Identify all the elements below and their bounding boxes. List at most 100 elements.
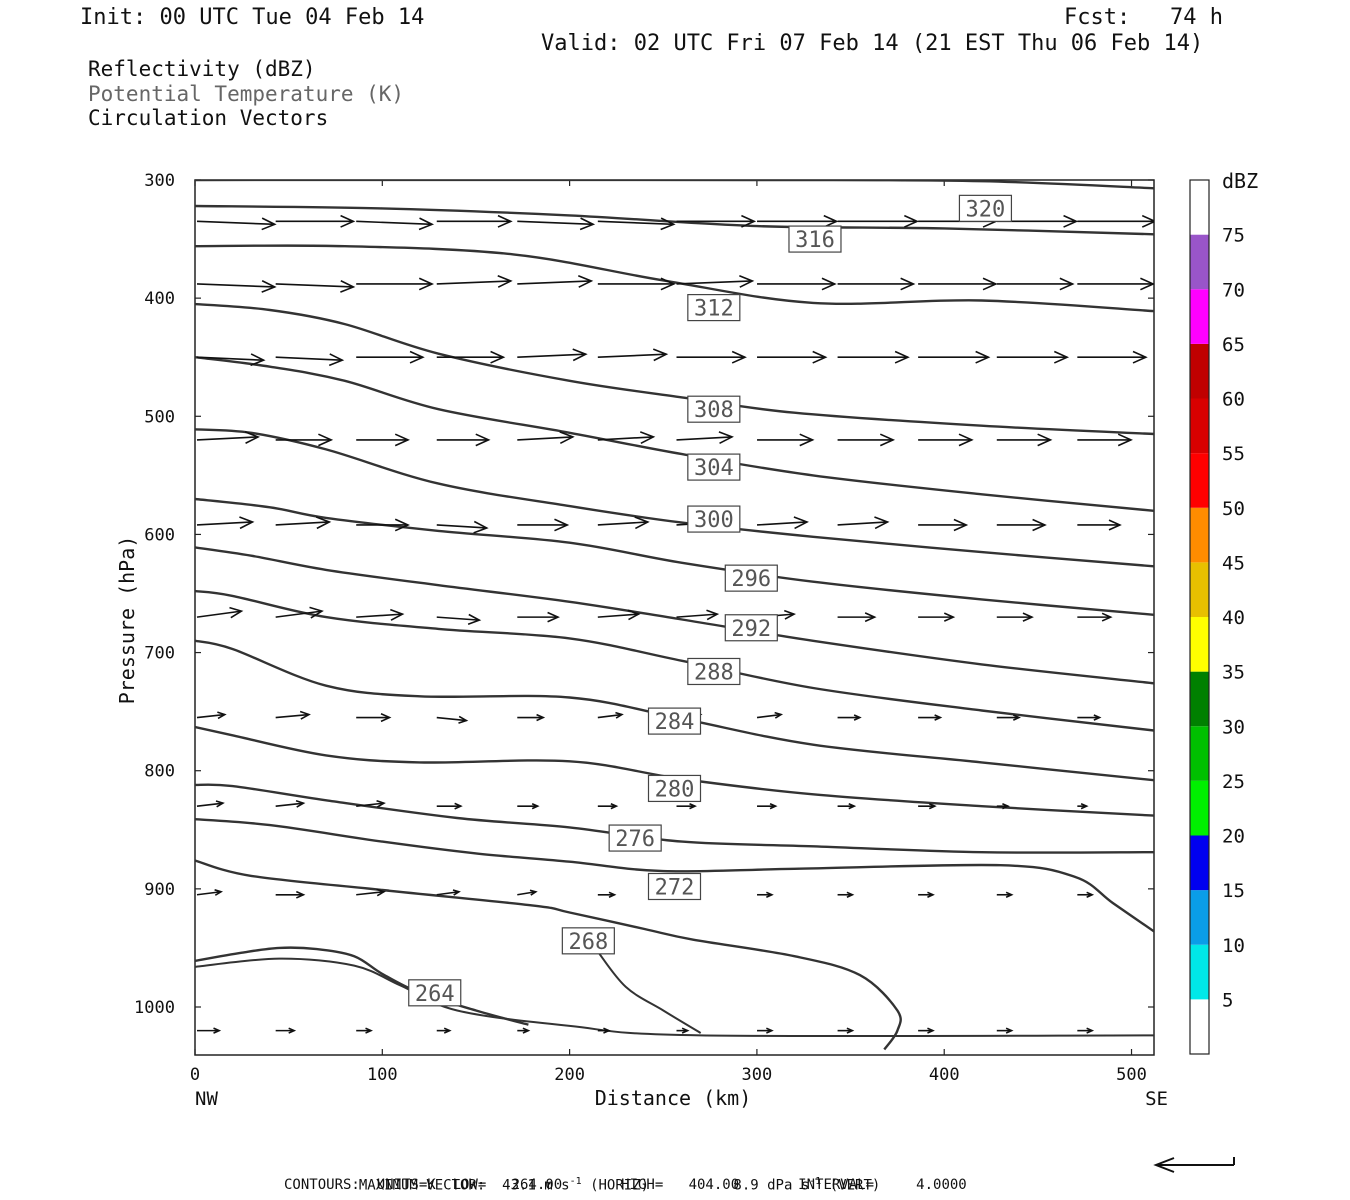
isentrope-272 xyxy=(195,818,1154,933)
circulation-vector xyxy=(996,433,1053,447)
circulation-vector xyxy=(996,612,1034,622)
circulation-vector xyxy=(356,800,386,808)
circulation-vector xyxy=(517,611,560,623)
colorbar-label: 55 xyxy=(1222,443,1245,465)
svg-text:316: 316 xyxy=(795,228,835,253)
colorbar-bin xyxy=(1190,343,1209,399)
colorbar-bin xyxy=(1190,726,1209,781)
circulation-vector xyxy=(918,350,991,364)
contour-label-288: 288 xyxy=(687,657,741,685)
colorbar-label: 75 xyxy=(1222,225,1245,247)
colorbar-bin xyxy=(1190,944,1209,1000)
colorbar-label: 25 xyxy=(1222,771,1245,793)
circulation-vector xyxy=(436,433,491,447)
circulation-vector xyxy=(1077,350,1148,364)
circulation-vector xyxy=(757,277,837,291)
circulation-vector xyxy=(676,275,755,288)
circulation-vector xyxy=(356,518,410,532)
vector-layer xyxy=(196,214,1154,1034)
colorbar-bin xyxy=(1190,453,1209,508)
circulation-vector xyxy=(837,214,920,228)
colorbar-label: 65 xyxy=(1222,334,1245,356)
circulation-vector xyxy=(275,280,356,293)
max-horiz-unit-exponent: -1 xyxy=(569,1176,582,1187)
svg-text:300: 300 xyxy=(694,508,734,533)
isentrope-312 xyxy=(195,244,1154,313)
circulation-vector xyxy=(196,217,277,231)
circulation-vector xyxy=(918,433,974,447)
circulation-vector xyxy=(517,217,596,231)
contour-label-316: 316 xyxy=(788,225,842,253)
contour-label-308: 308 xyxy=(687,395,741,423)
y-tick-label: 600 xyxy=(144,525,175,545)
circulation-vector xyxy=(837,802,857,810)
circulation-vector xyxy=(436,350,506,364)
circulation-vector xyxy=(275,214,356,228)
circulation-vector xyxy=(436,1027,452,1034)
circulation-vector xyxy=(196,431,261,444)
svg-text:304: 304 xyxy=(694,456,734,481)
circulation-vector xyxy=(837,350,910,364)
circulation-vector xyxy=(436,613,482,625)
contour-label-284: 284 xyxy=(647,707,702,735)
circulation-vector xyxy=(676,431,734,445)
circulation-vector xyxy=(517,431,575,445)
circulation-vector xyxy=(436,275,513,288)
circulation-vector xyxy=(996,1027,1014,1034)
max-vector-text: MAXIMUM VECTOR: 43.1 m s-1 (HORIZ) 8.9 d… xyxy=(342,1158,880,1194)
colorbar: 5 10 15 20 25 30 35 40 45 50 55 60 65 70 75 xyxy=(1189,179,1245,1055)
circulation-vector xyxy=(597,609,641,621)
circulation-vector xyxy=(676,214,757,228)
circulation-vector xyxy=(436,802,463,810)
circulation-vector xyxy=(756,516,809,530)
circulation-vector xyxy=(1077,433,1133,447)
colorbar-title: dBZ xyxy=(1222,169,1258,193)
svg-text:320: 320 xyxy=(966,197,1006,222)
isentrope-288 xyxy=(195,589,1154,732)
x-tick-label: 0 xyxy=(190,1065,200,1085)
circulation-vector xyxy=(196,889,223,896)
circulation-vector xyxy=(918,518,969,532)
circulation-vector xyxy=(757,802,778,810)
contour-label-276: 276 xyxy=(608,824,662,852)
svg-text:268: 268 xyxy=(568,930,608,955)
x-end-label-se: SE xyxy=(1145,1088,1168,1110)
circulation-vector xyxy=(757,891,774,898)
y-tick-label: 900 xyxy=(144,880,175,900)
circulation-vector xyxy=(275,1027,297,1034)
circulation-vector xyxy=(517,518,570,532)
circulation-vector xyxy=(757,1027,774,1034)
circulation-vector xyxy=(837,1027,855,1034)
forecast-hour: Fcst: 74 h xyxy=(1064,5,1223,30)
colorbar-bin xyxy=(1190,180,1209,235)
boundary-line xyxy=(596,950,702,1034)
x-tick-label: 400 xyxy=(929,1065,960,1085)
colorbar-bin xyxy=(1190,562,1209,617)
circulation-vector xyxy=(436,889,461,896)
circulation-vector xyxy=(275,710,311,720)
circulation-vector xyxy=(918,714,943,721)
circulation-vector xyxy=(1077,612,1113,622)
colorbar-label: 10 xyxy=(1222,935,1245,957)
isentrope-264 xyxy=(195,946,529,1026)
colorbar-bin xyxy=(1190,999,1209,1054)
circulation-vector xyxy=(356,888,386,897)
max-vert-value: 8.9 dPa s xyxy=(733,1177,810,1194)
circulation-vector xyxy=(837,714,862,721)
circulation-vector xyxy=(436,214,513,228)
circulation-vector xyxy=(1077,214,1154,228)
colorbar-label: 20 xyxy=(1222,826,1245,848)
contour-label-300: 300 xyxy=(687,505,741,533)
x-tick-label: 200 xyxy=(554,1065,585,1085)
circulation-vector xyxy=(837,516,890,530)
x-tick-label: 100 xyxy=(367,1065,398,1085)
circulation-vector xyxy=(597,711,624,719)
circulation-vector xyxy=(597,516,650,530)
circulation-vector xyxy=(275,890,306,899)
circulation-vector xyxy=(597,1027,611,1034)
colorbar-bin xyxy=(1190,671,1209,727)
circulation-vector xyxy=(517,348,588,362)
circulation-vector xyxy=(356,433,410,447)
y-tick-label: 500 xyxy=(144,407,175,427)
